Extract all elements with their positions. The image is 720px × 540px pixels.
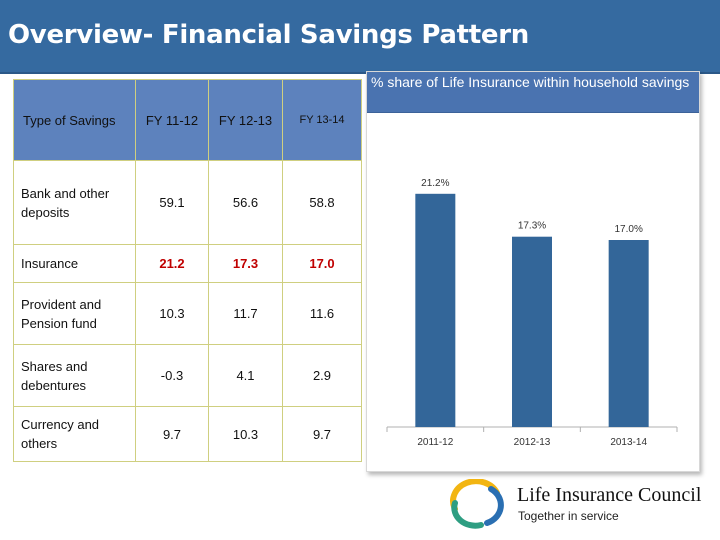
council-logo-icon [450, 479, 504, 529]
data-label: 21.2% [421, 178, 449, 189]
cell-fy-13-14: 58.8 [282, 160, 362, 245]
cell-fy-11-12: 21.2 [135, 244, 209, 283]
row-label: Provident and Pension fund [13, 282, 136, 345]
savings-table: Type of Savings FY 11-12 FY 12-13 FY 13-… [13, 79, 362, 462]
cell-fy-11-12: -0.3 [135, 344, 209, 407]
cell-fy-13-14: 9.7 [282, 406, 362, 462]
cell-fy-13-14: 17.0 [282, 244, 362, 283]
header-fy-13-14: FY 13-14 [282, 79, 362, 161]
x-tick-label: 2013-14 [610, 437, 647, 448]
cell-fy-12-13: 56.6 [208, 160, 283, 245]
table-row-insurance: Insurance 21.2 17.3 17.0 [13, 244, 362, 283]
header-fy-12-13: FY 12-13 [208, 79, 283, 161]
cell-fy-11-12: 10.3 [135, 282, 209, 345]
logo: Life Insurance Council Together in servi… [447, 477, 717, 532]
row-label: Insurance [13, 244, 136, 283]
x-tick-label: 2012-13 [514, 437, 551, 448]
row-label: Currency and others [13, 406, 136, 462]
table-row-bank-deposits: Bank and other deposits 59.1 56.6 58.8 [13, 160, 362, 245]
data-label: 17.3% [518, 221, 546, 232]
cell-fy-12-13: 4.1 [208, 344, 283, 407]
cell-fy-13-14: 2.9 [282, 344, 362, 407]
row-label: Bank and other deposits [13, 160, 136, 245]
table-row-currency: Currency and others 9.7 10.3 9.7 [13, 406, 362, 462]
bar-2013-14 [608, 240, 649, 427]
chart-title: % share of Life Insurance within househo… [371, 74, 690, 90]
chart-title-bar: % share of Life Insurance within househo… [367, 72, 699, 113]
title-bar: Overview- Financial Savings Pattern [0, 0, 720, 74]
chart-panel: % share of Life Insurance within househo… [366, 71, 700, 472]
cell-fy-12-13: 10.3 [208, 406, 283, 462]
bar-chart: 21.2% 2011-12 17.3% 2012-13 17.0% 2013-14 [386, 178, 678, 448]
logo-name: Life Insurance Council [517, 484, 702, 506]
bar-2012-13 [512, 236, 552, 427]
cell-fy-13-14: 11.6 [282, 282, 362, 345]
data-label: 17.0% [614, 224, 642, 235]
cell-fy-12-13: 17.3 [208, 244, 283, 283]
table-row-shares: Shares and debentures -0.3 4.1 2.9 [13, 344, 362, 407]
logo-tagline: Together in service [518, 509, 619, 523]
slide-title: Overview- Financial Savings Pattern [8, 20, 529, 50]
table-header-row: Type of Savings FY 11-12 FY 12-13 FY 13-… [13, 79, 362, 161]
x-tick-label: 2011-12 [417, 437, 453, 448]
cell-fy-11-12: 9.7 [135, 406, 209, 462]
header-type-of-savings: Type of Savings [13, 79, 136, 161]
bar-2011-12 [415, 193, 456, 427]
header-fy-11-12: FY 11-12 [135, 79, 209, 161]
row-label: Shares and debentures [13, 344, 136, 407]
cell-fy-11-12: 59.1 [135, 160, 209, 245]
table-row-provident-fund: Provident and Pension fund 10.3 11.7 11.… [13, 282, 362, 345]
cell-fy-12-13: 11.7 [208, 282, 283, 345]
